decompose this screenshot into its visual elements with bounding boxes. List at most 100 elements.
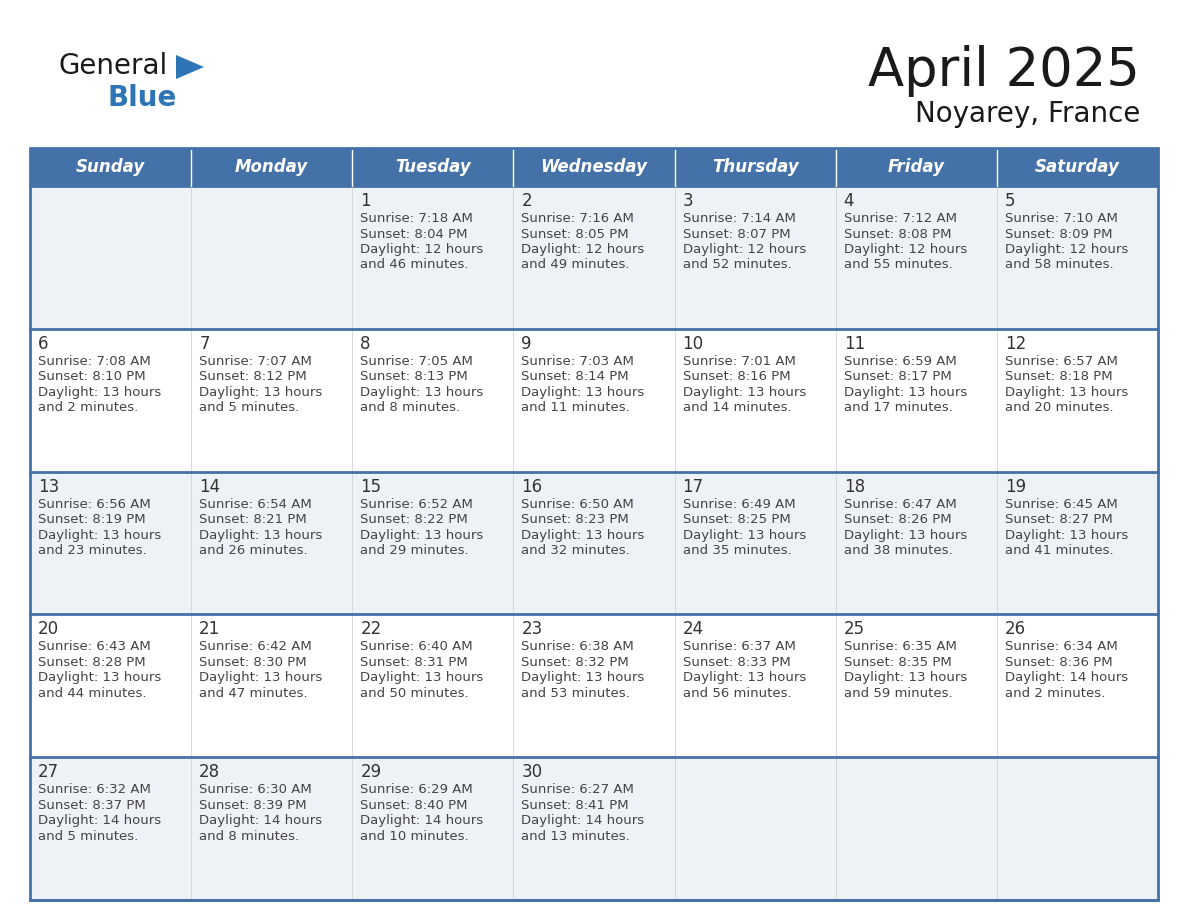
Text: Sunrise: 6:34 AM: Sunrise: 6:34 AM	[1005, 641, 1118, 654]
Text: 1: 1	[360, 192, 371, 210]
Text: and 23 minutes.: and 23 minutes.	[38, 544, 147, 557]
Text: 29: 29	[360, 763, 381, 781]
Bar	[997, 757, 1158, 900]
Text: Sunrise: 6:47 AM: Sunrise: 6:47 AM	[843, 498, 956, 510]
Text: 11: 11	[843, 335, 865, 353]
Text: Daylight: 13 hours: Daylight: 13 hours	[522, 671, 645, 685]
Text: Sunset: 8:04 PM: Sunset: 8:04 PM	[360, 228, 468, 241]
Text: Sunrise: 6:52 AM: Sunrise: 6:52 AM	[360, 498, 473, 510]
Text: April 2025: April 2025	[868, 45, 1140, 97]
Text: 26: 26	[1005, 621, 1026, 638]
Text: and 26 minutes.: and 26 minutes.	[200, 544, 308, 557]
Text: Daylight: 13 hours: Daylight: 13 hours	[522, 529, 645, 542]
Text: and 41 minutes.: and 41 minutes.	[1005, 544, 1113, 557]
Text: Sunrise: 6:38 AM: Sunrise: 6:38 AM	[522, 641, 634, 654]
Text: and 59 minutes.: and 59 minutes.	[843, 687, 953, 700]
Text: Sunrise: 7:10 AM: Sunrise: 7:10 AM	[1005, 212, 1118, 225]
Bar	[835, 148, 997, 186]
Text: 2: 2	[522, 192, 532, 210]
Bar	[191, 614, 353, 757]
Bar	[513, 186, 675, 329]
Text: Sunset: 8:13 PM: Sunset: 8:13 PM	[360, 370, 468, 384]
Text: Sunset: 8:10 PM: Sunset: 8:10 PM	[38, 370, 146, 384]
Text: 14: 14	[200, 477, 220, 496]
Text: Friday: Friday	[887, 158, 944, 176]
Text: Noyarey, France: Noyarey, France	[915, 100, 1140, 128]
Bar	[353, 757, 513, 900]
Text: 5: 5	[1005, 192, 1016, 210]
Text: Sunday: Sunday	[76, 158, 145, 176]
Text: General: General	[58, 52, 168, 80]
Text: 28: 28	[200, 763, 220, 781]
Bar	[191, 757, 353, 900]
Text: Sunset: 8:35 PM: Sunset: 8:35 PM	[843, 655, 952, 669]
Text: and 47 minutes.: and 47 minutes.	[200, 687, 308, 700]
Text: 20: 20	[38, 621, 59, 638]
Text: Daylight: 13 hours: Daylight: 13 hours	[38, 671, 162, 685]
Bar	[675, 757, 835, 900]
Text: and 20 minutes.: and 20 minutes.	[1005, 401, 1113, 414]
Bar	[675, 148, 835, 186]
Bar	[30, 186, 191, 329]
Text: Sunset: 8:27 PM: Sunset: 8:27 PM	[1005, 513, 1113, 526]
Text: Sunrise: 6:29 AM: Sunrise: 6:29 AM	[360, 783, 473, 796]
Text: 21: 21	[200, 621, 221, 638]
Text: Sunrise: 6:45 AM: Sunrise: 6:45 AM	[1005, 498, 1118, 510]
Text: 8: 8	[360, 335, 371, 353]
Text: Daylight: 13 hours: Daylight: 13 hours	[843, 671, 967, 685]
Bar	[835, 329, 997, 472]
Text: 30: 30	[522, 763, 543, 781]
Bar	[675, 186, 835, 329]
Text: Sunset: 8:28 PM: Sunset: 8:28 PM	[38, 655, 146, 669]
Text: 23: 23	[522, 621, 543, 638]
Bar	[835, 186, 997, 329]
Text: Sunrise: 6:37 AM: Sunrise: 6:37 AM	[683, 641, 796, 654]
Bar	[513, 148, 675, 186]
Text: Sunset: 8:14 PM: Sunset: 8:14 PM	[522, 370, 630, 384]
Text: 22: 22	[360, 621, 381, 638]
Text: Daylight: 12 hours: Daylight: 12 hours	[522, 243, 645, 256]
Text: Sunrise: 6:42 AM: Sunrise: 6:42 AM	[200, 641, 312, 654]
Text: 13: 13	[38, 477, 59, 496]
Text: Sunset: 8:12 PM: Sunset: 8:12 PM	[200, 370, 307, 384]
Bar	[30, 614, 191, 757]
Bar	[675, 472, 835, 614]
Text: Daylight: 13 hours: Daylight: 13 hours	[683, 386, 805, 398]
Text: and 2 minutes.: and 2 minutes.	[38, 401, 138, 414]
Text: Daylight: 13 hours: Daylight: 13 hours	[683, 671, 805, 685]
Text: Sunrise: 6:32 AM: Sunrise: 6:32 AM	[38, 783, 151, 796]
Bar	[997, 614, 1158, 757]
Text: Daylight: 12 hours: Daylight: 12 hours	[360, 243, 484, 256]
Text: Daylight: 13 hours: Daylight: 13 hours	[360, 671, 484, 685]
Text: Sunset: 8:37 PM: Sunset: 8:37 PM	[38, 799, 146, 812]
Bar	[675, 329, 835, 472]
Text: 12: 12	[1005, 335, 1026, 353]
Text: Sunrise: 6:40 AM: Sunrise: 6:40 AM	[360, 641, 473, 654]
Text: Sunrise: 6:56 AM: Sunrise: 6:56 AM	[38, 498, 151, 510]
Bar	[353, 148, 513, 186]
Text: 18: 18	[843, 477, 865, 496]
Text: Sunset: 8:23 PM: Sunset: 8:23 PM	[522, 513, 630, 526]
Text: Sunset: 8:09 PM: Sunset: 8:09 PM	[1005, 228, 1112, 241]
Text: and 38 minutes.: and 38 minutes.	[843, 544, 953, 557]
Bar	[30, 472, 191, 614]
Text: Daylight: 13 hours: Daylight: 13 hours	[360, 386, 484, 398]
Text: Sunset: 8:19 PM: Sunset: 8:19 PM	[38, 513, 146, 526]
Text: Sunset: 8:31 PM: Sunset: 8:31 PM	[360, 655, 468, 669]
Text: Daylight: 14 hours: Daylight: 14 hours	[522, 814, 645, 827]
Text: Sunrise: 7:05 AM: Sunrise: 7:05 AM	[360, 354, 473, 368]
Text: 6: 6	[38, 335, 49, 353]
Text: Daylight: 14 hours: Daylight: 14 hours	[1005, 671, 1127, 685]
Text: Sunset: 8:39 PM: Sunset: 8:39 PM	[200, 799, 307, 812]
Text: Sunrise: 6:30 AM: Sunrise: 6:30 AM	[200, 783, 312, 796]
Text: Sunset: 8:26 PM: Sunset: 8:26 PM	[843, 513, 952, 526]
Text: 27: 27	[38, 763, 59, 781]
Text: Sunset: 8:08 PM: Sunset: 8:08 PM	[843, 228, 952, 241]
Text: 9: 9	[522, 335, 532, 353]
Text: Thursday: Thursday	[712, 158, 798, 176]
Text: Daylight: 13 hours: Daylight: 13 hours	[683, 529, 805, 542]
Text: 7: 7	[200, 335, 209, 353]
Text: Sunset: 8:05 PM: Sunset: 8:05 PM	[522, 228, 630, 241]
Text: Daylight: 14 hours: Daylight: 14 hours	[200, 814, 322, 827]
Text: Sunrise: 6:35 AM: Sunrise: 6:35 AM	[843, 641, 956, 654]
